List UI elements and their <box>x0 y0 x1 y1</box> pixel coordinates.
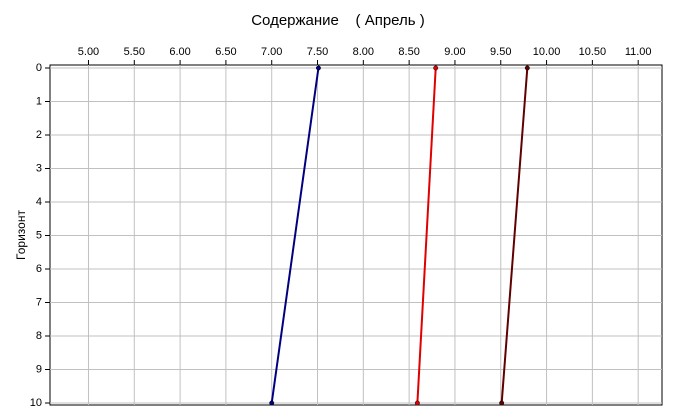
x-tick-label: 7.00 <box>261 46 282 58</box>
y-tick-label: 5 <box>36 229 42 241</box>
point <box>269 400 275 406</box>
y-tick-label: 6 <box>36 263 42 275</box>
point <box>524 65 530 71</box>
chart-title: Содержание ( Апрель ) <box>251 12 425 29</box>
series-line <box>416 67 437 404</box>
y-tick-label: 7 <box>36 296 42 308</box>
series-line <box>500 67 529 404</box>
x-tick-label: 10.50 <box>579 46 607 58</box>
point <box>315 65 321 71</box>
x-tick-label: 11.00 <box>625 46 652 58</box>
x-tick-label: 6.00 <box>169 46 190 58</box>
y-tick-label: 9 <box>36 363 42 375</box>
x-tick-label: 5.50 <box>124 46 145 58</box>
y-tick-label: 1 <box>36 95 42 107</box>
x-tick-label: 5.00 <box>78 46 99 58</box>
x-tick-label: 10.00 <box>533 46 561 58</box>
x-tick-label: 9.50 <box>490 46 511 58</box>
y-tick-label: 2 <box>36 129 42 141</box>
x-tick-label: 7.50 <box>307 46 328 58</box>
series-line <box>270 67 320 404</box>
point <box>414 400 420 406</box>
y-tick-label: 8 <box>36 330 42 342</box>
x-tick-label: 8.50 <box>398 46 419 58</box>
y-tick-label: 4 <box>36 196 42 208</box>
x-tick-label: 9.00 <box>444 46 465 58</box>
y-axis-label: Горизонт <box>14 210 28 260</box>
point <box>499 400 505 406</box>
point <box>433 65 439 71</box>
y-tick-label: 0 <box>36 62 42 74</box>
x-tick-label: 6.50 <box>215 46 236 58</box>
y-tick-label: 3 <box>36 162 42 174</box>
x-tick-label: 8.00 <box>353 46 374 58</box>
y-tick-label: 10 <box>30 397 42 409</box>
